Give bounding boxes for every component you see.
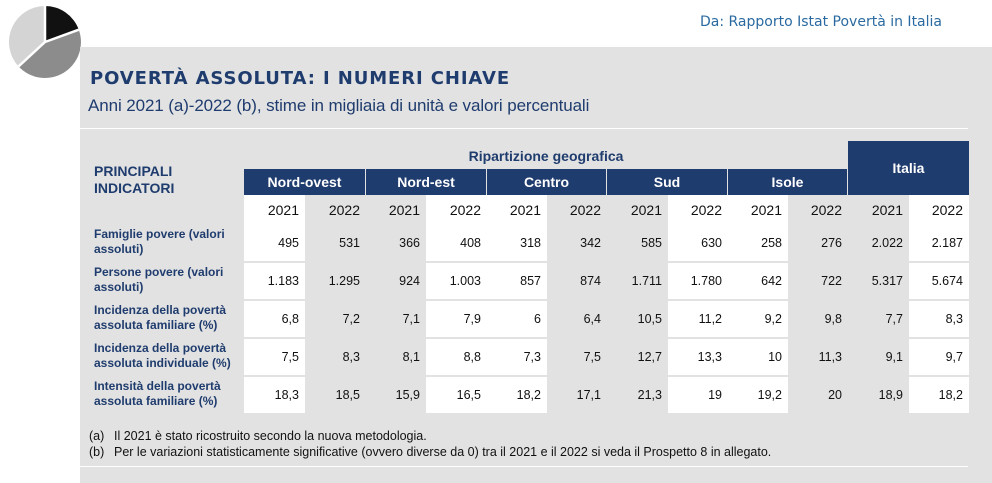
table-cell: 495 xyxy=(244,225,305,261)
table-cell: 531 xyxy=(305,225,366,261)
table-cell: 6 xyxy=(487,301,547,337)
table-cell: 18,3 xyxy=(244,377,305,413)
year-header: 2021 xyxy=(728,195,788,225)
table-cell: 8,3 xyxy=(909,301,969,337)
region-header: Nord-est xyxy=(366,169,486,195)
table-cell: 5.317 xyxy=(848,263,909,299)
table-cell: 18,5 xyxy=(305,377,366,413)
page-subtitle: Anni 2021 (a)-2022 (b), stime in migliai… xyxy=(88,96,590,115)
table-cell: 874 xyxy=(547,263,607,299)
table-cell: 276 xyxy=(788,225,848,261)
table-cell: 630 xyxy=(668,225,728,261)
row-label: Famiglie povere (valori assoluti) xyxy=(94,227,225,256)
year-header: 2021 xyxy=(848,195,909,225)
year-header: 2021 xyxy=(607,195,668,225)
source-note: Da: Rapporto Istat Povertà in Italia xyxy=(699,14,942,30)
table-cell: 19,2 xyxy=(728,377,788,413)
table-cell: 924 xyxy=(366,263,426,299)
table-cell: 722 xyxy=(788,263,848,299)
table-cell: 10,5 xyxy=(607,301,668,337)
table-cell: 7,3 xyxy=(487,339,547,375)
bottom-divider xyxy=(80,466,968,467)
table-cell: 15,9 xyxy=(366,377,426,413)
table-cell: 342 xyxy=(547,225,607,261)
row-label: Intensità della povertà assoluta familia… xyxy=(94,379,221,408)
region-header: Sud xyxy=(607,169,727,195)
year-header: 2022 xyxy=(668,195,728,225)
table-cell: 7,5 xyxy=(244,339,305,375)
table-cell: 6,8 xyxy=(244,301,305,337)
year-header: 2022 xyxy=(305,195,366,225)
table-cell: 16,5 xyxy=(426,377,487,413)
group-header: Ripartizione geografica xyxy=(468,148,624,164)
table-cell: 1.183 xyxy=(244,263,305,299)
table-cell: 7,1 xyxy=(366,301,426,337)
table-cell: 18,2 xyxy=(909,377,969,413)
table-cell: 1.295 xyxy=(305,263,366,299)
footnote-key: (b) xyxy=(89,445,105,459)
table-cell: 20 xyxy=(788,377,848,413)
year-header: 2022 xyxy=(909,195,969,225)
footnote-text: Il 2021 è stato ricostruito secondo la n… xyxy=(114,429,427,443)
table-cell: 8,1 xyxy=(366,339,426,375)
table-cell: 9,7 xyxy=(909,339,969,375)
table-cell: 258 xyxy=(728,225,788,261)
row-label: Persone povere (valori assoluti) xyxy=(94,265,224,294)
table-cell: 1.003 xyxy=(426,263,487,299)
table-cell: 7,5 xyxy=(547,339,607,375)
year-header: 2022 xyxy=(788,195,848,225)
table-cell: 2.187 xyxy=(909,225,969,261)
year-header: 2022 xyxy=(426,195,487,225)
table-cell: 408 xyxy=(426,225,487,261)
table-cell: 18,9 xyxy=(848,377,909,413)
year-header: 2021 xyxy=(487,195,547,225)
table-cell: 7,7 xyxy=(848,301,909,337)
table-cell: 318 xyxy=(487,225,547,261)
table-cell: 9,8 xyxy=(788,301,848,337)
table-cell: 5.674 xyxy=(909,263,969,299)
footnotes: (a) Il 2021 è stato ricostruito secondo … xyxy=(89,428,771,460)
year-header: 2021 xyxy=(366,195,426,225)
table-cell: 585 xyxy=(607,225,668,261)
italia-header: Italia xyxy=(848,141,969,195)
table-cell: 857 xyxy=(487,263,547,299)
table-cell: 7,9 xyxy=(426,301,487,337)
table-cell: 8,3 xyxy=(305,339,366,375)
table-cell: 10 xyxy=(728,339,788,375)
footnote-key: (a) xyxy=(89,429,105,443)
footnote: (b) Per le variazioni statisticamente si… xyxy=(89,444,771,460)
table-cell: 6,4 xyxy=(547,301,607,337)
table-cell: 21,3 xyxy=(607,377,668,413)
table-cell: 12,7 xyxy=(607,339,668,375)
footnote: (a) Il 2021 è stato ricostruito secondo … xyxy=(89,428,771,444)
region-header: Nord-ovest xyxy=(244,169,365,195)
table-cell: 1.711 xyxy=(607,263,668,299)
table-cell: 9,1 xyxy=(848,339,909,375)
table-cell: 7,2 xyxy=(305,301,366,337)
table-cell: 13,3 xyxy=(668,339,728,375)
region-header: Isole xyxy=(728,169,847,195)
corner-label: PRINCIPALI INDICATORI xyxy=(94,163,175,196)
row-label: Incidenza della povertà assoluta familia… xyxy=(94,303,227,332)
table-cell: 18,2 xyxy=(487,377,547,413)
table-cell: 19 xyxy=(668,377,728,413)
table-cell: 11,2 xyxy=(668,301,728,337)
region-header: Centro xyxy=(487,169,606,195)
year-header: 2021 xyxy=(244,195,305,225)
table-cell: 2.022 xyxy=(848,225,909,261)
table-cell: 1.780 xyxy=(668,263,728,299)
top-divider xyxy=(80,128,968,129)
year-header: 2022 xyxy=(547,195,607,225)
table-cell: 8,8 xyxy=(426,339,487,375)
page-title: POVERTÀ ASSOLUTA: I NUMERI CHIAVE xyxy=(90,68,511,89)
table-cell: 17,1 xyxy=(547,377,607,413)
table-cell: 642 xyxy=(728,263,788,299)
table-cell: 11,3 xyxy=(788,339,848,375)
table-cell: 9,2 xyxy=(728,301,788,337)
row-label: Incidenza della povertà assoluta individ… xyxy=(94,341,231,370)
footnote-text: Per le variazioni statisticamente signif… xyxy=(114,445,772,459)
pie-chart-icon xyxy=(8,5,81,78)
table-cell: 366 xyxy=(366,225,426,261)
